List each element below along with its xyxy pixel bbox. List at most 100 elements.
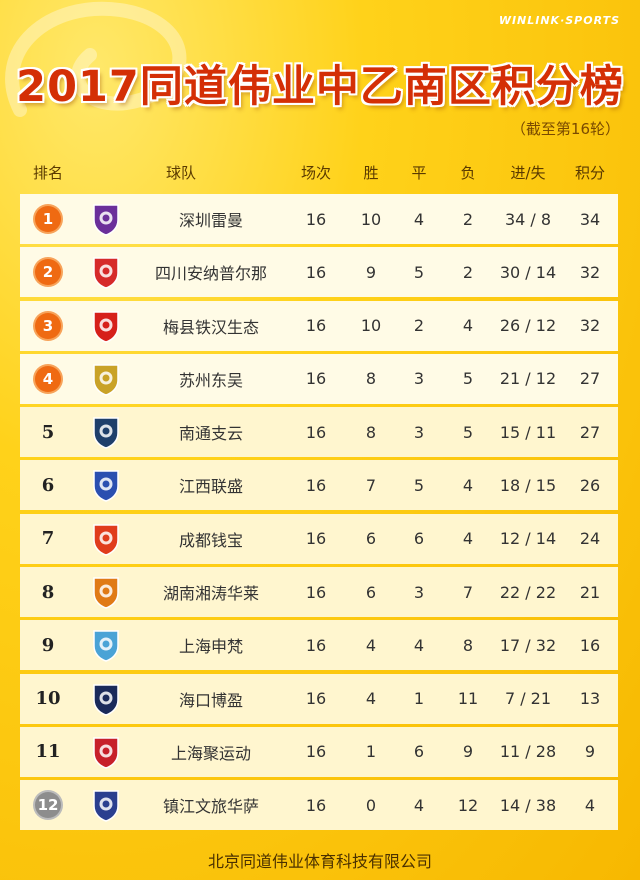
footer-company: 北京同道伟业体育科技有限公司 [207,852,432,871]
points: 26 [579,475,601,495]
rank-badge: 4 [35,365,61,392]
draws: 2 [413,316,425,336]
games-played: 16 [305,742,327,762]
points: 9 [584,742,596,762]
draws: 5 [413,475,425,495]
losses: 9 [462,742,474,762]
wins: 4 [365,689,377,709]
rank-badge: 2 [35,259,61,286]
table-row: 7 成都钱宝 16 6 6 4 12 / 14 24 [20,513,618,564]
wins: 6 [365,529,377,549]
header-points: 积分 [574,163,605,182]
team-crest-icon [76,575,136,609]
wins: 8 [365,369,377,389]
team-name: 上海申梵 [178,637,243,657]
table-row: 10 海口博盈 16 4 1 11 7 / 21 13 [20,673,618,724]
draws: 3 [413,422,425,442]
team-crest-icon [76,682,136,716]
points: 4 [584,795,596,815]
games-played: 16 [305,795,327,815]
draws: 6 [413,529,425,549]
rank-badge: 10 [35,688,61,710]
losses: 4 [462,316,474,336]
header-wins: 胜 [363,163,379,182]
goals-for-against: 21 / 12 [499,369,557,389]
goals-for-against: 34 / 8 [504,209,552,229]
goals-for-against: 30 / 14 [499,262,557,282]
points: 24 [579,529,601,549]
rank-badge: 6 [41,474,55,496]
team-crest-icon [76,255,136,290]
goals-for-against: 26 / 12 [499,316,557,336]
rank-badge: 5 [41,421,55,443]
games-played: 16 [305,369,327,389]
goals-for-against: 22 / 22 [499,582,557,602]
draws: 4 [413,635,425,655]
losses: 2 [462,262,474,282]
goals-for-against: 14 / 38 [499,795,557,815]
draws: 3 [413,369,425,389]
header-losses: 负 [460,163,476,182]
games-played: 16 [305,635,327,655]
wins: 8 [365,422,377,442]
rank-badge: 8 [41,581,55,603]
table-row: 2 四川安纳普尔那 16 9 5 2 30 / 14 32 [20,247,618,298]
games-played: 16 [305,475,327,495]
table-row: 11 上海聚运动 16 1 6 9 11 / 28 9 [20,726,618,777]
round-subtitle: （截至第16轮） [510,120,620,138]
rank-badge: 3 [35,312,61,339]
team-crest-icon [76,468,136,503]
table-header: 排名 球队 场次 胜 平 负 进/失 积分 [20,150,618,194]
rank-badge: 1 [35,206,61,232]
wins: 10 [360,316,382,336]
games-played: 16 [305,422,327,442]
games-played: 16 [305,529,327,549]
team-name: 成都钱宝 [178,530,243,550]
rank-badge: 7 [41,528,55,550]
games-played: 16 [305,689,327,709]
losses: 4 [462,475,474,495]
draws: 1 [413,689,425,709]
team-crest-icon [76,788,136,823]
header-draws: 平 [411,163,427,182]
brand-logo-text: WINLINK·SPORTS [498,14,620,27]
losses: 5 [462,369,474,389]
points: 13 [579,689,601,709]
team-name: 苏州东吴 [178,370,243,390]
wins: 6 [365,582,377,602]
wins: 9 [365,262,377,282]
losses: 7 [462,582,474,602]
rank-badge: 9 [41,634,55,656]
rank-badge: 11 [35,741,61,763]
table-body: 1 深圳雷曼 16 10 4 2 34 / 8 34 2 四川安纳普尔那 16 9 5 2 30 / 14 3… [20,194,618,831]
games-played: 16 [305,582,327,602]
table-row: 9 上海申梵 16 4 4 8 17 / 32 16 [20,620,618,671]
wins: 1 [365,742,377,762]
goals-for-against: 17 / 32 [499,635,557,655]
team-name: 梅县铁汉生态 [162,317,259,337]
team-crest-icon [76,735,136,769]
swirl-decoration [5,1,187,117]
table-row: 3 梅县铁汉生态 16 10 2 4 26 / 12 32 [20,300,618,351]
table-row: 12 镇江文旅华萨 16 0 4 12 14 / 38 4 [20,780,618,831]
table-row: 8 湖南湘涛华莱 16 6 3 7 22 / 22 21 [20,567,618,618]
team-crest-icon [76,628,136,663]
page-title: 2017同道伟业中乙南区积分榜 [16,62,624,112]
goals-for-against: 12 / 14 [499,529,557,549]
points: 32 [579,262,601,282]
team-name: 湖南湘涛华莱 [162,584,259,604]
points: 27 [579,369,601,389]
losses: 4 [462,529,474,549]
header-goals: 进/失 [510,163,546,182]
draws: 6 [413,742,425,762]
draws: 5 [413,262,425,282]
losses: 12 [457,795,479,815]
team-crest-icon [76,522,136,556]
team-crest-icon [76,309,136,343]
games-played: 16 [305,316,327,336]
points: 16 [579,635,601,655]
losses: 5 [462,422,474,442]
team-name: 南通支云 [178,424,243,444]
team-crest-icon [76,202,136,236]
